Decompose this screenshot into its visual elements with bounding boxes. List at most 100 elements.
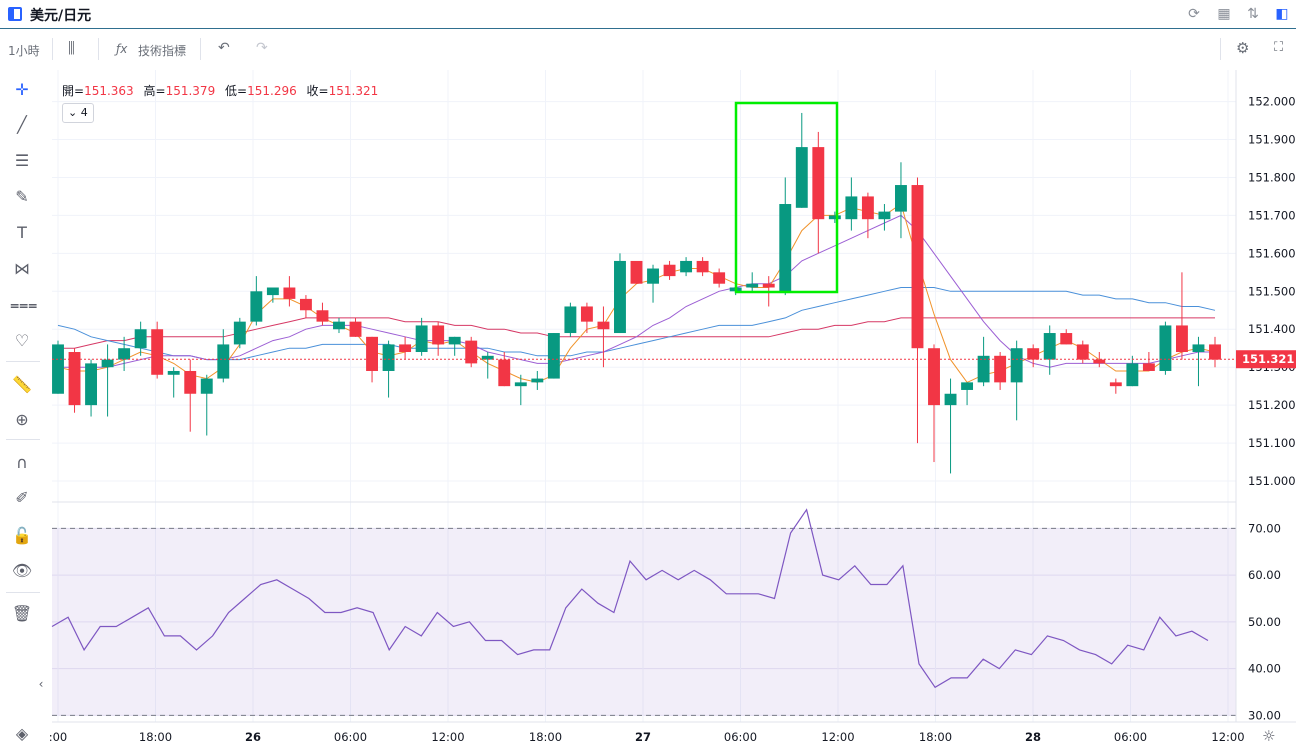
candles-icon[interactable]: ⫼: [68, 39, 75, 57]
candle-body: [118, 348, 131, 360]
title-bar: 美元/日元 ⟳ ▦ ⇅ ◧: [0, 0, 1296, 29]
candle: [399, 336, 412, 360]
price-tick-label: 151.800: [1248, 170, 1296, 184]
candle: [564, 302, 577, 337]
candle-body: [928, 348, 940, 406]
indicator-count: 4: [80, 106, 88, 119]
time-tick-label: 18:00: [919, 730, 952, 744]
symbol-title[interactable]: 美元/日元: [30, 8, 92, 24]
eye-icon[interactable]: 👁: [11, 561, 33, 580]
panel-icon[interactable]: ◧: [1275, 6, 1289, 22]
candle-body: [514, 382, 527, 387]
fullscreen-icon[interactable]: ⛶: [1274, 40, 1284, 55]
candle: [1192, 336, 1205, 387]
pattern-icon[interactable]: ⋈: [14, 259, 30, 278]
grid-icon[interactable]: ▦: [1217, 6, 1231, 22]
candle: [1093, 352, 1106, 368]
candle: [1175, 272, 1188, 360]
candle-body: [349, 321, 362, 337]
candle: [1043, 325, 1056, 375]
candle: [448, 336, 461, 356]
refresh-icon[interactable]: ⟳: [1188, 6, 1200, 22]
candle-body: [878, 211, 891, 220]
ruler-icon[interactable]: 📏: [12, 375, 32, 394]
indicator-collapse-button[interactable]: ⌄ 4: [62, 103, 94, 123]
compare-icon[interactable]: ⇅: [1247, 6, 1259, 22]
candle-body: [1076, 344, 1089, 360]
candle: [928, 344, 940, 463]
heart-icon[interactable]: ♡: [14, 331, 30, 350]
prediction-icon[interactable]: ⩶: [10, 295, 38, 314]
toolbar-divider: [1220, 38, 1221, 60]
time-axis-settings-icon: ☼: [1262, 727, 1275, 745]
candle: [746, 272, 759, 292]
candle: [1010, 340, 1023, 421]
candle-body: [895, 185, 907, 212]
undo-icon[interactable]: ↶: [218, 40, 230, 56]
candle-body: [630, 260, 643, 284]
candle: [151, 321, 164, 379]
candle: [316, 302, 329, 326]
price-tick-label: 151.500: [1248, 284, 1296, 298]
fx-icon[interactable]: ƒx: [116, 42, 128, 56]
indicators-button[interactable]: 技術指標: [138, 44, 187, 58]
time-tick-label: 18:00: [529, 730, 562, 744]
candle-body: [382, 344, 395, 371]
price-axis: 152.000 151.900 151.800 151.700 151.600 151.5…: [1248, 95, 1296, 488]
candle: [531, 370, 544, 390]
interval-select[interactable]: 1小時: [8, 44, 40, 58]
candle-body: [944, 393, 957, 406]
candle: [266, 287, 279, 303]
candle: [415, 317, 428, 356]
candle: [1027, 344, 1040, 368]
candle: [184, 359, 197, 432]
trash-icon[interactable]: 🗑: [11, 604, 33, 623]
candle-body: [1142, 363, 1155, 371]
time-tick-label: 12:00: [431, 730, 464, 744]
time-tick-label: 06:00: [724, 730, 757, 744]
candle-body: [845, 196, 858, 220]
toolbar-divider: [200, 38, 201, 60]
lock-icon[interactable]: 🔓: [12, 526, 32, 545]
ma-slow-red-line: [58, 317, 1215, 349]
layers-icon[interactable]: ◈: [15, 724, 29, 743]
candle: [1109, 378, 1122, 394]
candle-body: [1109, 382, 1122, 387]
lock-drawing-icon[interactable]: ✐: [15, 488, 29, 507]
crosshair-icon[interactable]: ✛: [15, 80, 29, 99]
candle: [828, 211, 841, 223]
candle: [944, 378, 957, 474]
brush-icon[interactable]: ✎: [15, 187, 29, 206]
redo-icon[interactable]: ↷: [256, 40, 268, 56]
candle: [1126, 355, 1139, 387]
candle: [547, 333, 560, 379]
open-label: 開=: [62, 84, 85, 98]
time-tick-label: 12:00: [821, 730, 854, 744]
settings-icon[interactable]: ⚙: [1236, 39, 1250, 57]
magnet-icon[interactable]: ∩: [16, 453, 28, 472]
highlight-box: [734, 101, 839, 294]
candle-body: [1175, 325, 1188, 353]
candle-body: [1043, 333, 1056, 360]
candle: [597, 306, 610, 368]
high-label: 高=: [143, 84, 166, 98]
candle-body: [994, 355, 1007, 383]
text-icon[interactable]: T: [17, 223, 27, 242]
symbol-panel-icon[interactable]: [8, 7, 22, 21]
zoom-icon[interactable]: ⊕: [15, 410, 29, 429]
candle-body: [547, 333, 560, 379]
price-tick-label: 151.000: [1248, 474, 1296, 488]
candle: [779, 177, 792, 296]
candle-body: [316, 310, 329, 322]
candle: [845, 177, 858, 231]
candle-body: [647, 268, 659, 284]
candle: [1076, 340, 1089, 364]
fib-icon[interactable]: ☰: [14, 151, 30, 170]
candle: [911, 177, 924, 444]
price-tick-label: 151.200: [1248, 398, 1296, 412]
collapse-left-icon[interactable]: ‹: [38, 677, 44, 691]
chart-toolbar: 1小時 ⫼ ƒx 技術指標 ↶ ↷ ⚙ ⛶: [0, 30, 1296, 68]
candle: [795, 112, 808, 208]
trendline-icon[interactable]: ╱: [17, 115, 27, 134]
